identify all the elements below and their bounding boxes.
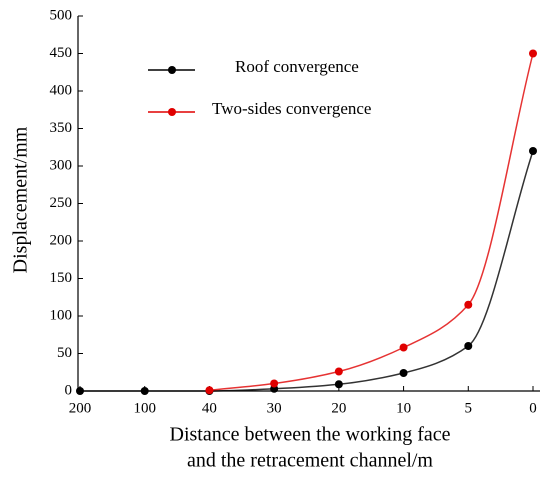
y-tick-label: 250 (50, 195, 73, 211)
data-point (399, 343, 408, 352)
x-axis-label: Distance between the working face (170, 424, 451, 446)
y-tick-label: 200 (50, 232, 73, 248)
x-axis-label: and the retracement channel/m (187, 450, 433, 472)
x-tick-label: 200 (69, 400, 92, 416)
y-tick-label: 300 (50, 157, 73, 173)
y-tick-label: 100 (50, 307, 73, 323)
y-axis-label: Displacement/mm (10, 126, 32, 273)
x-tick-label: 40 (202, 400, 217, 416)
y-tick-label: 50 (57, 345, 72, 361)
data-point (399, 369, 408, 377)
data-point (334, 367, 343, 376)
data-point (464, 300, 473, 309)
y-tick-label: 350 (50, 120, 73, 136)
data-point (529, 49, 537, 58)
data-point (529, 147, 537, 155)
x-tick-label: 30 (267, 400, 282, 416)
legend-label: Two-sides convergence (212, 99, 371, 118)
data-point (140, 387, 149, 395)
data-point (205, 386, 214, 395)
y-tick-label: 400 (50, 82, 73, 98)
legend-marker (168, 108, 176, 116)
data-point (76, 387, 84, 395)
x-tick-label: 20 (331, 400, 346, 416)
data-point (270, 379, 279, 388)
x-tick-label: 0 (529, 400, 537, 416)
data-point (334, 380, 343, 389)
x-tick-label: 5 (465, 400, 473, 416)
data-point (464, 342, 473, 350)
y-tick-label: 150 (50, 270, 73, 286)
y-tick-label: 450 (50, 45, 73, 61)
legend-marker (168, 66, 176, 74)
x-tick-label: 100 (133, 400, 156, 416)
series-line (80, 150, 534, 392)
legend-label: Roof convergence (235, 57, 359, 76)
y-tick-label: 500 (50, 7, 73, 23)
y-tick-label: 0 (65, 382, 73, 398)
x-tick-label: 10 (396, 400, 411, 416)
